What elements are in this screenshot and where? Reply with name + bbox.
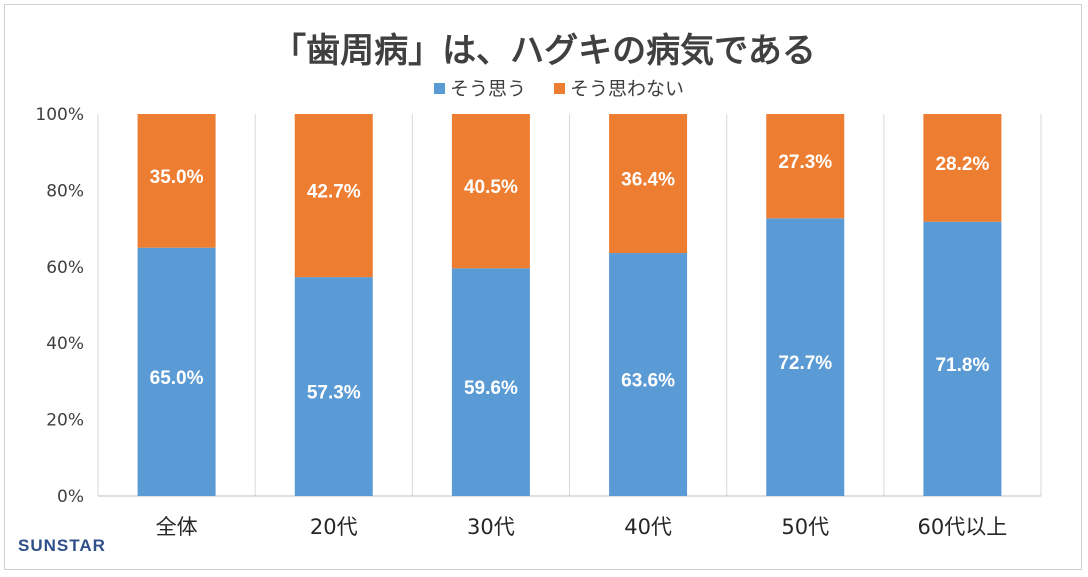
x-tick-label: 30代 — [467, 515, 515, 539]
x-tick-label: 60代以上 — [918, 515, 1008, 539]
bar-soomou — [766, 218, 845, 496]
y-tick-label: 20% — [46, 411, 84, 431]
data-label: 42.7% — [307, 182, 361, 203]
bar-soomowanai — [137, 114, 216, 248]
y-tick-label: 80% — [46, 181, 84, 201]
legend-label-soomowanai: そう思わない — [570, 78, 684, 100]
data-label: 72.7% — [778, 353, 832, 374]
x-tick-label: 50代 — [781, 515, 829, 539]
data-label: 63.6% — [621, 371, 675, 392]
legend-swatch-soomou — [434, 83, 445, 94]
y-tick-label: 0% — [57, 487, 84, 507]
chart-title: 「歯周病」は、ハグキの病気である — [272, 31, 816, 71]
sunstar-logo: SUNSTAR — [18, 536, 106, 555]
y-tick-label: 100% — [35, 105, 84, 125]
bar-soomowanai — [609, 114, 688, 254]
bar-soomou — [451, 268, 530, 496]
x-tick-label: 20代 — [310, 515, 358, 539]
y-tick-label: 60% — [46, 258, 84, 278]
data-label: 40.5% — [464, 177, 518, 198]
chart-frame — [4, 4, 1082, 570]
bar-soomou — [609, 253, 688, 496]
bar-soomou — [137, 247, 216, 496]
data-label: 36.4% — [621, 170, 675, 191]
x-tick-label: 全体 — [156, 515, 198, 539]
data-label: 57.3% — [307, 383, 361, 404]
data-label: 35.0% — [150, 167, 204, 188]
bar-soomowanai — [923, 114, 1002, 222]
bar-soomowanai — [451, 114, 530, 269]
plot-area: 0% 20% 40% 60% 80% 100% 65.0% 35.0% 全体 57.3% 42.7%… — [35, 105, 1042, 539]
data-label: 59.6% — [464, 378, 518, 399]
data-label: 65.0% — [150, 368, 204, 389]
legend-label-soomou: そう思う — [450, 78, 526, 100]
data-label: 28.2% — [935, 154, 989, 175]
bar-soomowanai — [294, 114, 373, 278]
bar-soomou — [294, 277, 373, 496]
legend: そう思う そう思わない — [434, 78, 684, 100]
bar-soomowanai — [766, 114, 845, 219]
bar-soomou — [923, 221, 1002, 496]
y-tick-label: 40% — [46, 334, 84, 354]
data-label: 71.8% — [935, 355, 989, 376]
data-label: 27.3% — [778, 152, 832, 173]
legend-swatch-soomowanai — [554, 83, 565, 94]
x-tick-label: 40代 — [624, 515, 672, 539]
